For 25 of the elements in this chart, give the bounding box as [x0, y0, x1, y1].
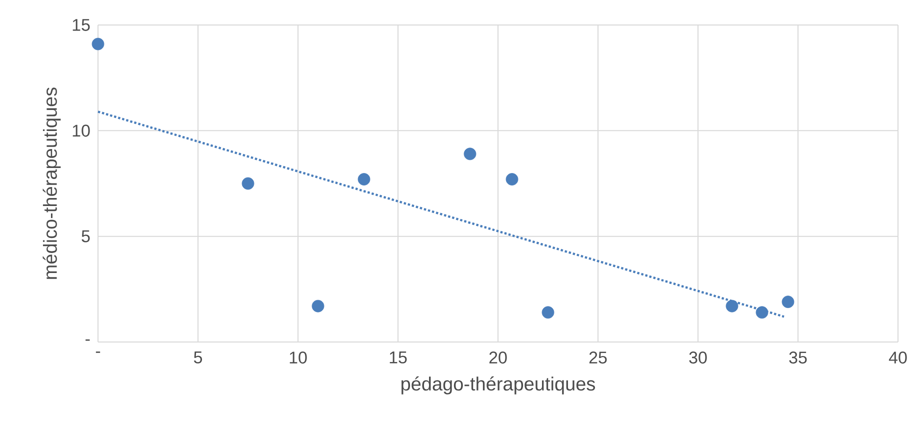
- y-tick-label: 5: [82, 230, 90, 242]
- point: [542, 306, 554, 319]
- point: [312, 300, 324, 312]
- point: [464, 148, 476, 160]
- x-tick-label: 15: [390, 352, 407, 364]
- y-tick-label: 10: [72, 124, 90, 137]
- x-tick-label: 25: [589, 352, 607, 364]
- point: [756, 306, 768, 319]
- point: [92, 38, 104, 50]
- x-tick-label: 30: [689, 352, 707, 364]
- x-tick-label: 40: [888, 352, 907, 364]
- x-tick-label: 20: [489, 352, 507, 364]
- point: [782, 296, 794, 308]
- point: [726, 300, 738, 312]
- x-tick-label: -: [96, 352, 100, 353]
- x-axis-title: pédago-thérapeutiques: [402, 376, 595, 394]
- x-tick-label: 10: [290, 352, 307, 364]
- point: [242, 177, 254, 190]
- point: [506, 173, 518, 186]
- x-tick-label: 5: [194, 352, 202, 364]
- y-axis-title: médico-thérapeutiques: [42, 88, 61, 279]
- x-tick-label: 35: [789, 352, 807, 364]
- point: [358, 173, 370, 186]
- y-tick-label: 15: [72, 19, 90, 31]
- y-tick-label: -: [86, 339, 90, 341]
